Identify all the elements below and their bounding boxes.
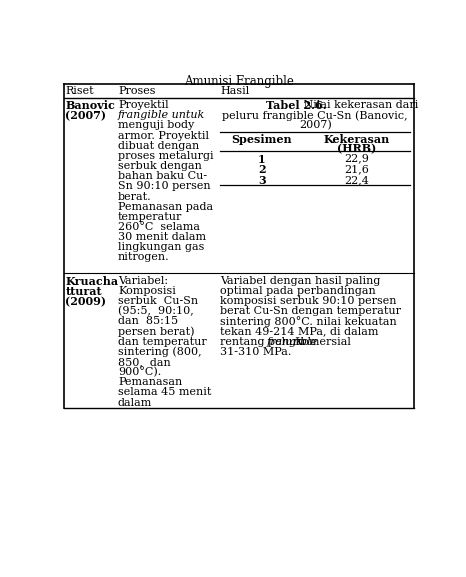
Text: Nilai kekerasan dari: Nilai kekerasan dari <box>300 100 418 110</box>
Text: optimal pada perbandingan: optimal pada perbandingan <box>220 286 376 296</box>
Text: dan  85:15: dan 85:15 <box>118 316 178 326</box>
Text: 22,9: 22,9 <box>344 153 370 164</box>
Text: armor. Proyektil: armor. Proyektil <box>118 130 209 141</box>
Text: Variabel dengan hasil paling: Variabel dengan hasil paling <box>220 276 381 286</box>
Text: menguji body: menguji body <box>118 121 194 130</box>
Text: Sn 90:10 persen: Sn 90:10 persen <box>118 181 211 192</box>
Text: 1: 1 <box>258 153 266 164</box>
Text: Banovic: Banovic <box>65 100 115 111</box>
Text: 2: 2 <box>258 164 266 175</box>
Text: (2007): (2007) <box>65 110 106 121</box>
Text: Proyektil: Proyektil <box>118 100 169 110</box>
Text: Pemanasan: Pemanasan <box>118 377 182 387</box>
Text: 260°C  selama: 260°C selama <box>118 222 200 232</box>
Text: (95:5,  90:10,: (95:5, 90:10, <box>118 306 194 316</box>
Text: Amunisi Frangible: Amunisi Frangible <box>184 76 294 88</box>
Text: 850,  dan: 850, dan <box>118 357 171 367</box>
Text: 30 menit dalam: 30 menit dalam <box>118 232 206 242</box>
Text: Kruacha: Kruacha <box>65 276 118 287</box>
Text: Variabel:: Variabel: <box>118 276 168 286</box>
Text: frangible: frangible <box>267 336 318 347</box>
Text: (2009): (2009) <box>65 296 106 307</box>
Text: nitrogen.: nitrogen. <box>118 253 170 263</box>
Text: 2007): 2007) <box>299 121 331 130</box>
Text: Hasil: Hasil <box>220 86 249 96</box>
Text: serbuk  Cu-Sn: serbuk Cu-Sn <box>118 296 198 306</box>
Text: rentang peluru: rentang peluru <box>220 336 309 347</box>
Text: 3: 3 <box>258 175 266 186</box>
Text: serbuk dengan: serbuk dengan <box>118 161 202 171</box>
Text: berat Cu-Sn dengan temperatur: berat Cu-Sn dengan temperatur <box>220 306 401 316</box>
Text: komersial: komersial <box>292 336 351 347</box>
Text: Proses: Proses <box>118 86 156 96</box>
Text: sintering 800°C. nilai kekuatan: sintering 800°C. nilai kekuatan <box>220 316 397 327</box>
Text: temperatur: temperatur <box>118 212 182 222</box>
Text: Pemanasan pada: Pemanasan pada <box>118 202 213 212</box>
Text: (HRB): (HRB) <box>337 144 377 155</box>
Text: dan temperatur: dan temperatur <box>118 336 207 347</box>
Text: lingkungan gas: lingkungan gas <box>118 242 204 252</box>
Text: berat.: berat. <box>118 192 151 201</box>
Text: persen berat): persen berat) <box>118 327 194 337</box>
Text: 22,4: 22,4 <box>344 175 370 185</box>
Text: 21,6: 21,6 <box>344 164 370 174</box>
Text: komposisi serbuk 90:10 persen: komposisi serbuk 90:10 persen <box>220 296 397 306</box>
Text: selama 45 menit: selama 45 menit <box>118 387 211 398</box>
Text: Komposisi: Komposisi <box>118 286 176 296</box>
Text: peluru frangible Cu-Sn (Banovic,: peluru frangible Cu-Sn (Banovic, <box>222 110 408 121</box>
Text: dibuat dengan: dibuat dengan <box>118 141 199 151</box>
Text: tturat: tturat <box>65 286 102 297</box>
Text: bahan baku Cu-: bahan baku Cu- <box>118 171 207 181</box>
Text: frangible untuk: frangible untuk <box>118 110 205 120</box>
Text: sintering (800,: sintering (800, <box>118 347 202 357</box>
Text: Kekerasan: Kekerasan <box>324 134 390 145</box>
Text: Tabel 2.6.: Tabel 2.6. <box>266 100 326 111</box>
Text: dalam: dalam <box>118 398 152 407</box>
Text: tekan 49-214 MPa, di dalam: tekan 49-214 MPa, di dalam <box>220 327 379 336</box>
Text: Spesimen: Spesimen <box>232 134 292 145</box>
Text: proses metalurgi: proses metalurgi <box>118 151 213 161</box>
Text: Riset: Riset <box>65 86 94 96</box>
Text: 900°C).: 900°C). <box>118 367 161 378</box>
Text: 31-310 MPa.: 31-310 MPa. <box>220 347 292 357</box>
